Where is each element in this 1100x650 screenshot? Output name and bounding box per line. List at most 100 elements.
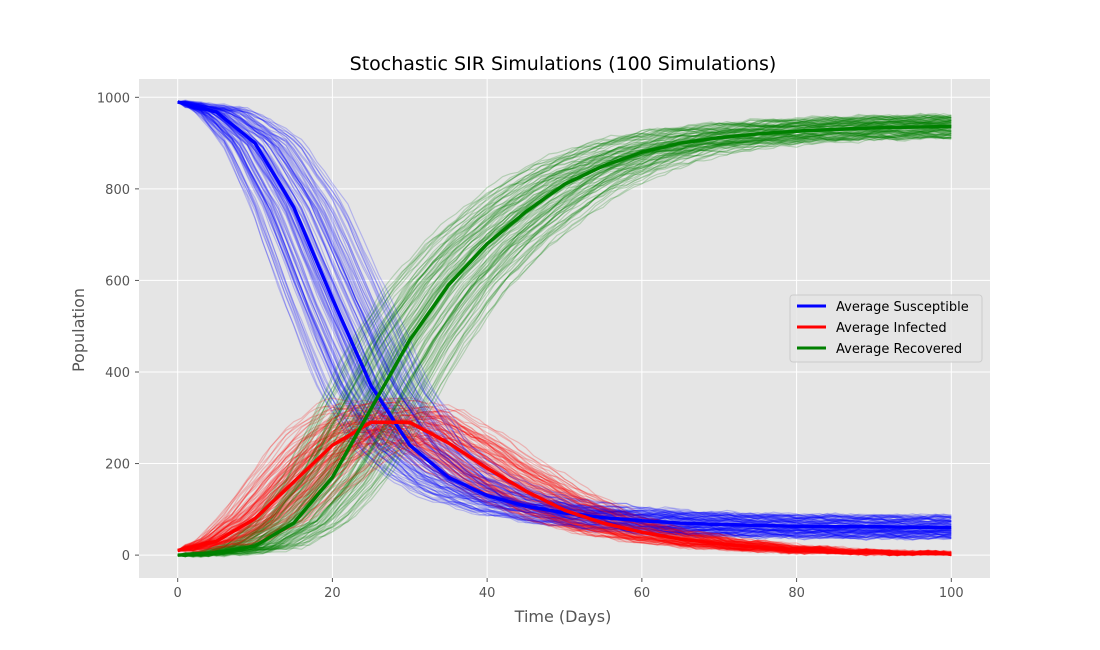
simulation-line-susceptible: [177, 101, 952, 523]
simulation-line-susceptible: [177, 101, 952, 519]
simulation-line-susceptible: [177, 100, 952, 534]
simulation-line-susceptible: [177, 101, 952, 528]
simulation-line-susceptible: [177, 101, 952, 535]
simulation-line-recovered: [177, 118, 952, 557]
simulation-line-susceptible: [177, 101, 952, 540]
simulation-line-recovered: [177, 120, 952, 557]
simulation-line-recovered: [177, 127, 952, 557]
simulation-line-susceptible: [177, 101, 952, 540]
simulation-line-susceptible: [177, 101, 952, 541]
simulation-line-susceptible: [177, 101, 952, 536]
simulation-line-infected: [177, 405, 952, 557]
simulation-line-recovered: [177, 118, 952, 557]
simulation-line-infected: [177, 435, 952, 557]
simulation-line-recovered: [177, 121, 952, 556]
simulation-line-recovered: [177, 135, 952, 557]
simulation-line-infected: [177, 419, 952, 557]
simulation-line-recovered: [177, 129, 952, 558]
simulation-line-infected: [177, 399, 952, 556]
simulation-line-infected: [177, 428, 952, 555]
simulation-line-infected: [177, 440, 952, 557]
simulation-line-infected: [177, 423, 952, 555]
legend-entry-infected: Average Infected: [836, 321, 947, 336]
simulation-line-infected: [177, 427, 952, 556]
simulation-line-recovered: [177, 121, 952, 556]
simulation-line-recovered: [177, 120, 952, 556]
simulation-line-infected: [177, 424, 952, 556]
simulation-line-susceptible: [177, 101, 952, 533]
simulation-line-susceptible: [177, 101, 952, 535]
simulation-line-recovered: [177, 135, 952, 556]
simulation-line-susceptible: [177, 101, 952, 538]
simulation-line-susceptible: [177, 101, 952, 523]
simulation-line-infected: [177, 435, 952, 555]
simulation-line-susceptible: [177, 101, 952, 519]
simulation-line-infected: [177, 398, 952, 556]
simulation-line-recovered: [177, 134, 952, 558]
simulation-line-recovered: [177, 129, 952, 556]
simulation-line-infected: [177, 410, 952, 557]
simulation-line-susceptible: [177, 101, 952, 537]
simulation-line-infected: [177, 413, 952, 555]
simulation-line-recovered: [177, 122, 952, 557]
simulation-line-recovered: [177, 113, 952, 557]
simulation-line-infected: [177, 414, 952, 555]
simulation-line-recovered: [177, 132, 952, 557]
simulation-line-recovered: [177, 127, 952, 558]
x-axis-label: Time (Days): [514, 607, 612, 626]
simulation-line-susceptible: [177, 101, 952, 535]
simulation-line-susceptible: [177, 101, 952, 527]
simulation-line-recovered: [177, 131, 952, 558]
simulation-line-recovered: [177, 120, 952, 557]
simulation-line-recovered: [177, 114, 952, 557]
simulation-line-susceptible: [177, 101, 952, 537]
simulation-line-recovered: [177, 119, 952, 557]
simulation-line-infected: [177, 414, 952, 555]
average-lines: [177, 100, 952, 557]
simulation-line-recovered: [177, 112, 952, 557]
simulation-line-susceptible: [177, 101, 952, 540]
simulation-line-recovered: [177, 115, 952, 556]
simulation-line-susceptible: [177, 101, 952, 535]
legend-entry-recovered: Average Recovered: [836, 342, 962, 357]
simulation-line-susceptible: [177, 100, 952, 537]
simulation-line-recovered: [177, 128, 952, 557]
simulation-line-recovered: [177, 116, 952, 556]
simulation-line-recovered: [177, 114, 952, 556]
simulation-line-infected: [177, 411, 952, 556]
simulation-line-infected: [177, 426, 952, 556]
simulation-line-recovered: [177, 122, 952, 557]
legend-box: [789, 294, 983, 363]
simulation-line-susceptible: [177, 101, 952, 539]
simulation-line-infected: [177, 399, 952, 555]
simulation-line-susceptible: [177, 101, 952, 536]
simulation-line-infected: [177, 397, 952, 555]
simulation-line-susceptible: [177, 101, 952, 533]
simulation-line-susceptible: [177, 101, 952, 541]
simulation-line-susceptible: [177, 101, 952, 540]
simulation-line-infected: [177, 406, 952, 556]
x-tick-label: 60: [634, 586, 651, 601]
simulation-line-susceptible: [177, 101, 952, 533]
simulation-line-susceptible: [177, 100, 952, 523]
simulation-line-susceptible: [177, 101, 952, 523]
simulation-line-susceptible: [177, 101, 952, 519]
simulation-line-susceptible: [177, 101, 952, 523]
simulation-line-infected: [177, 440, 952, 556]
simulation-line-susceptible: [177, 101, 952, 540]
y-axis-label: Population: [69, 288, 88, 372]
simulation-line-infected: [177, 404, 952, 556]
simulation-line-recovered: [177, 134, 952, 557]
simulation-line-recovered: [177, 133, 952, 557]
simulation-line-susceptible: [177, 101, 952, 541]
simulation-line-susceptible: [177, 101, 952, 520]
simulation-line-recovered: [177, 132, 952, 558]
simulation-line-infected: [177, 423, 952, 556]
simulation-line-susceptible: [177, 101, 952, 534]
simulation-line-recovered: [177, 133, 952, 557]
simulation-line-infected: [177, 404, 952, 554]
simulation-line-susceptible: [177, 100, 952, 526]
legend: Average Susceptible Average Infected Ave…: [789, 294, 983, 363]
simulation-line-recovered: [177, 126, 952, 558]
